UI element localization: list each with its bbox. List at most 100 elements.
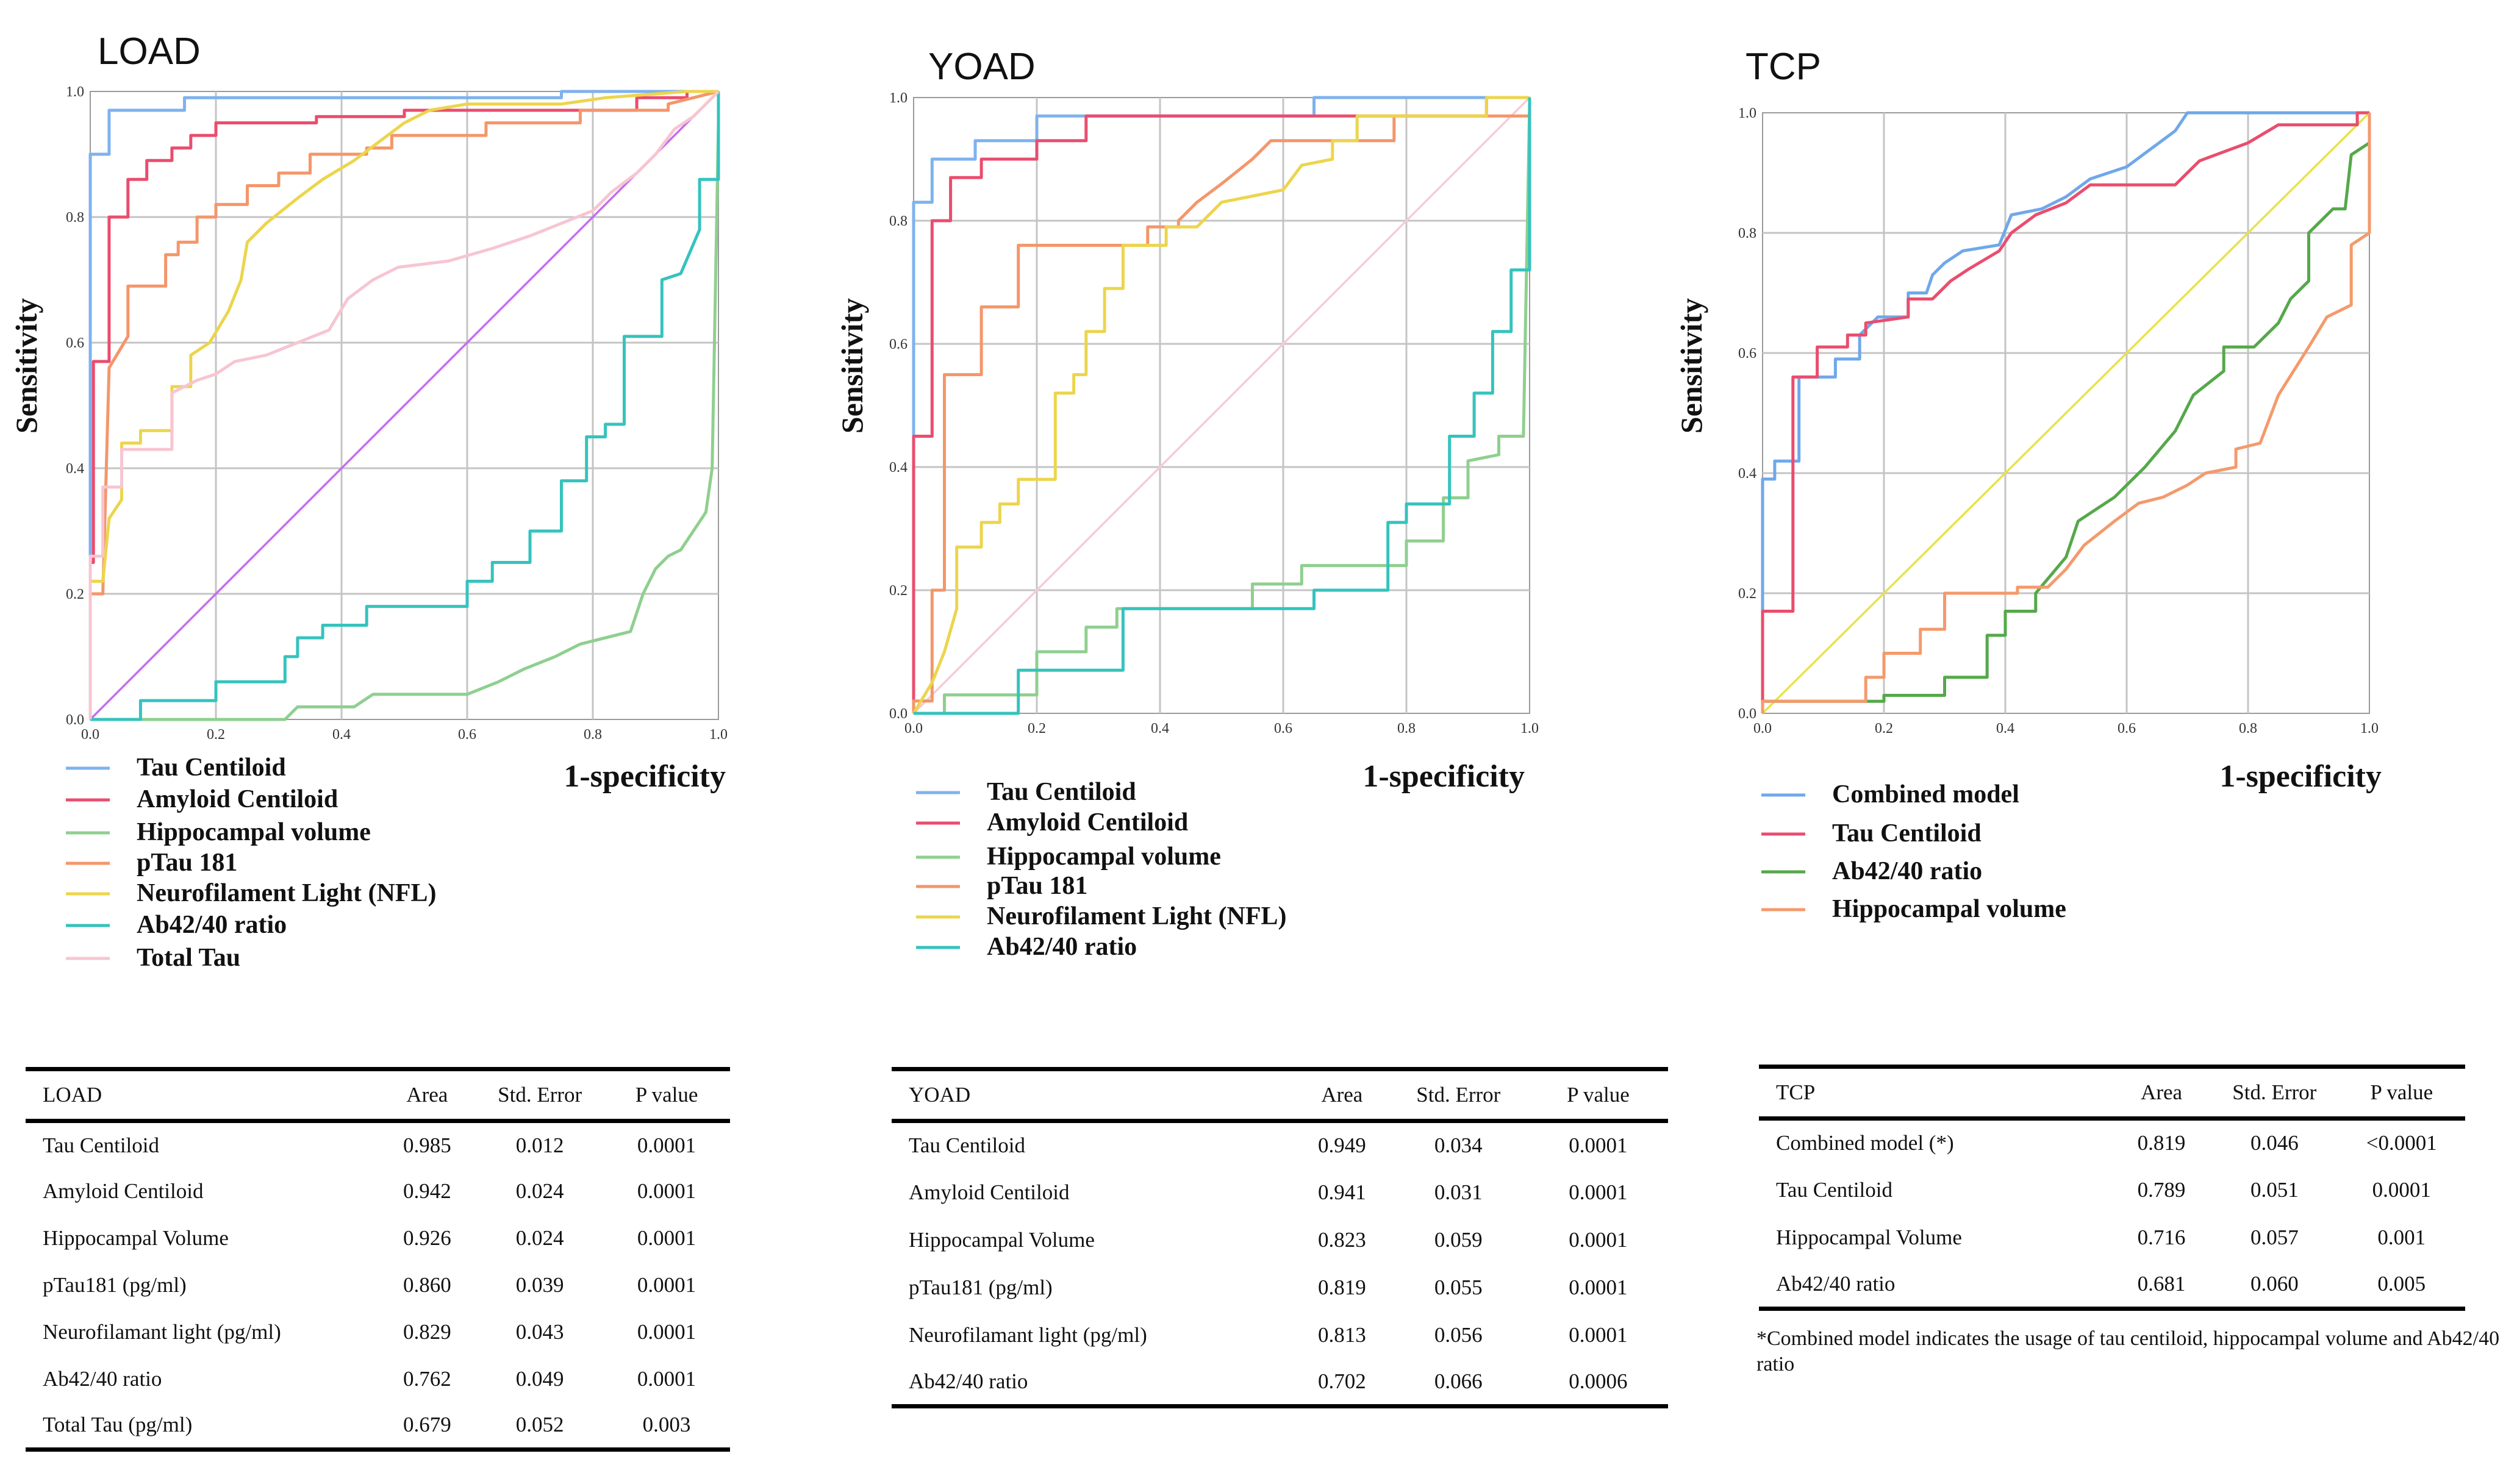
table-cell-value: 0.819 [2137,1131,2186,1155]
legend-label: Hippocampal volume [987,843,1221,871]
series-line-neurofilament-light-nfl- [912,96,1530,715]
table-cell-value: 0.0001 [2372,1177,2431,1202]
table-cell-value: 0.681 [2137,1271,2186,1296]
header-cell: Std. Error [2211,1066,2338,1121]
table-body: Combined model (*) 0.819 0.046 <0.0001 Tau C… [1759,1119,2465,1309]
chart-title: YOAD [928,46,1036,88]
x-tick-label: 0.6 [1274,721,1292,737]
table-cell-value: 0.052 [515,1413,564,1437]
x-tick-label: 1.0 [709,727,728,743]
table-cell-measure: Ab42/40 ratio [909,1369,1028,1393]
legend-label: Combined model [1832,780,2019,808]
table-row: Tau Centiloid 0.949 0.034 0.0001 [892,1121,1668,1169]
series-line-tau-centiloid [912,96,1530,713]
table-header-row: YOAD Area Std. Error P value [892,1069,1668,1123]
table-cell-value: 0.0006 [1569,1369,1628,1393]
header-cell: Std. Error [476,1069,604,1123]
y-tick-label: 0.0 [889,706,908,722]
series-line-tau-centiloid [88,90,718,719]
table-row: Hippocampal Volume 0.716 0.057 0.001 [1759,1214,2465,1261]
table-cell-value: 0.0001 [637,1320,696,1344]
x-tick-label: 0.4 [1996,721,2014,737]
series-line-amyloid-centiloid [912,96,1530,713]
table-row: Amyloid Centiloid 0.942 0.024 0.0001 [26,1168,730,1215]
table-cell-measure: Neurofilamant light (pg/ml) [43,1320,281,1344]
table-cell-value: 0.056 [1434,1322,1483,1347]
x-tick-label: 0.0 [1753,721,1772,737]
legend-label: Ab42/40 ratio [137,911,287,939]
table-row: Ab42/40 ratio 0.762 0.049 0.0001 [26,1356,730,1403]
table-cell-value: 0.716 [2137,1225,2186,1249]
table-row: Total Tau (pg/ml) 0.679 0.052 0.003 [26,1403,730,1450]
legend-label: Total Tau [137,944,240,972]
chance-diagonal-line [89,90,720,721]
table-cell-value: 0.039 [515,1273,564,1297]
table-cell-value: 0.829 [403,1320,451,1344]
table-row: Tau Centiloid 0.789 0.051 0.0001 [1759,1166,2465,1214]
table-cell-value: 0.926 [403,1226,451,1250]
x-tick-label: 0.0 [904,721,923,737]
table-cell-value: 0.0001 [637,1133,696,1157]
legend-label: Tau Centiloid [1832,819,1982,847]
header-cell: LOAD [26,1069,378,1123]
table-row: Ab42/40 ratio 0.702 0.066 0.0006 [892,1359,1668,1407]
load-roc-chart: 0.00.0 0.2 0.2 0.4 0.4 0.6 0.6 0.8 0.8 1.0 1.0 LOAD… [9,30,728,972]
header-cell: TCP [1759,1066,2112,1121]
legend-label: Ab42/40 ratio [1832,857,1982,885]
header-cell: Area [1295,1069,1389,1123]
table-row: pTau181 (pg/ml) 0.860 0.039 0.0001 [26,1262,730,1309]
table-cell-measure: Hippocampal Volume [909,1227,1095,1252]
table-cell-value: 0.823 [1317,1227,1366,1252]
y-tick-label: 1.0 [1738,105,1756,121]
table-header-row: LOAD Area Std. Error P value [26,1069,730,1123]
table-cell-measure: Amyloid Centiloid [909,1180,1070,1204]
series-line-tau-centiloid [1761,111,2369,713]
legend-label: Neurofilament Light (NFL) [987,902,1287,930]
y-tick-label: 0.4 [889,460,908,476]
table-cell-value: 0.055 [1434,1275,1483,1299]
table-cell-value: 0.051 [2250,1177,2299,1202]
x-axis-label: 1-specificity [2219,759,2382,794]
table-cell-measure: Ab42/40 ratio [1776,1271,1896,1296]
table-cell-value: 0.0001 [637,1273,696,1297]
table-cell-measure: Combined model (*) [1776,1131,1954,1155]
tcp-auc-table: TCP Area Std. Error P value Combined mod… [1759,1065,2465,1311]
chart-title: TCP [1745,46,1821,88]
table-cell-value: 0.034 [1434,1133,1483,1158]
table-cell-measure: pTau181 (pg/ml) [909,1275,1053,1299]
legend-label: Ab42/40 ratio [987,933,1137,961]
header-cell: Area [2112,1066,2211,1121]
table-cell-value: 0.0001 [1569,1322,1628,1347]
x-tick-label: 0.8 [2239,721,2257,737]
y-tick-label: 0.6 [66,335,84,351]
x-tick-label: 0.6 [458,727,476,743]
series-line-ptau-181 [88,90,719,719]
table-cell-value: 0.985 [403,1133,451,1157]
table-row: Neurofilamant light (pg/ml) 0.829 0.043 0.0… [26,1309,730,1356]
legend-label: pTau 181 [987,872,1087,900]
y-tick-label: 0.8 [889,213,908,229]
header-cell: Area [378,1069,477,1123]
x-tick-label: 0.2 [1875,721,1893,737]
load-auc-table: LOAD Area Std. Error P value Tau Centilo… [26,1067,730,1452]
table-cell-measure: Tau Centiloid [1776,1177,1892,1202]
table-cell-value: 0.024 [515,1226,564,1250]
table-cell-measure: Hippocampal Volume [1776,1225,1962,1249]
table-row: pTau181 (pg/ml) 0.819 0.055 0.0001 [892,1264,1668,1311]
table-cell-value: 0.057 [2250,1225,2299,1249]
y-tick-label: 0.8 [1738,226,1756,241]
table-cell-value: 0.043 [515,1320,564,1344]
table-row: Ab42/40 ratio 0.681 0.060 0.005 [1759,1261,2465,1309]
table-cell-value: 0.059 [1434,1227,1483,1252]
header-cell: P value [603,1069,730,1123]
series-line-ab42-40-ratio [914,98,1531,715]
table-cell-measure: Amyloid Centiloid [43,1179,204,1203]
table-row: Combined model (*) 0.819 0.046 <0.0001 [1759,1119,2465,1166]
table-cell-measure: Tau Centiloid [43,1133,159,1157]
legend-label: Hippocampal volume [1832,895,2066,923]
series-line-ab42-40-ratio [90,91,720,721]
table-cell-value: 0.060 [2250,1271,2299,1296]
table-cell-value: 0.049 [515,1367,564,1391]
